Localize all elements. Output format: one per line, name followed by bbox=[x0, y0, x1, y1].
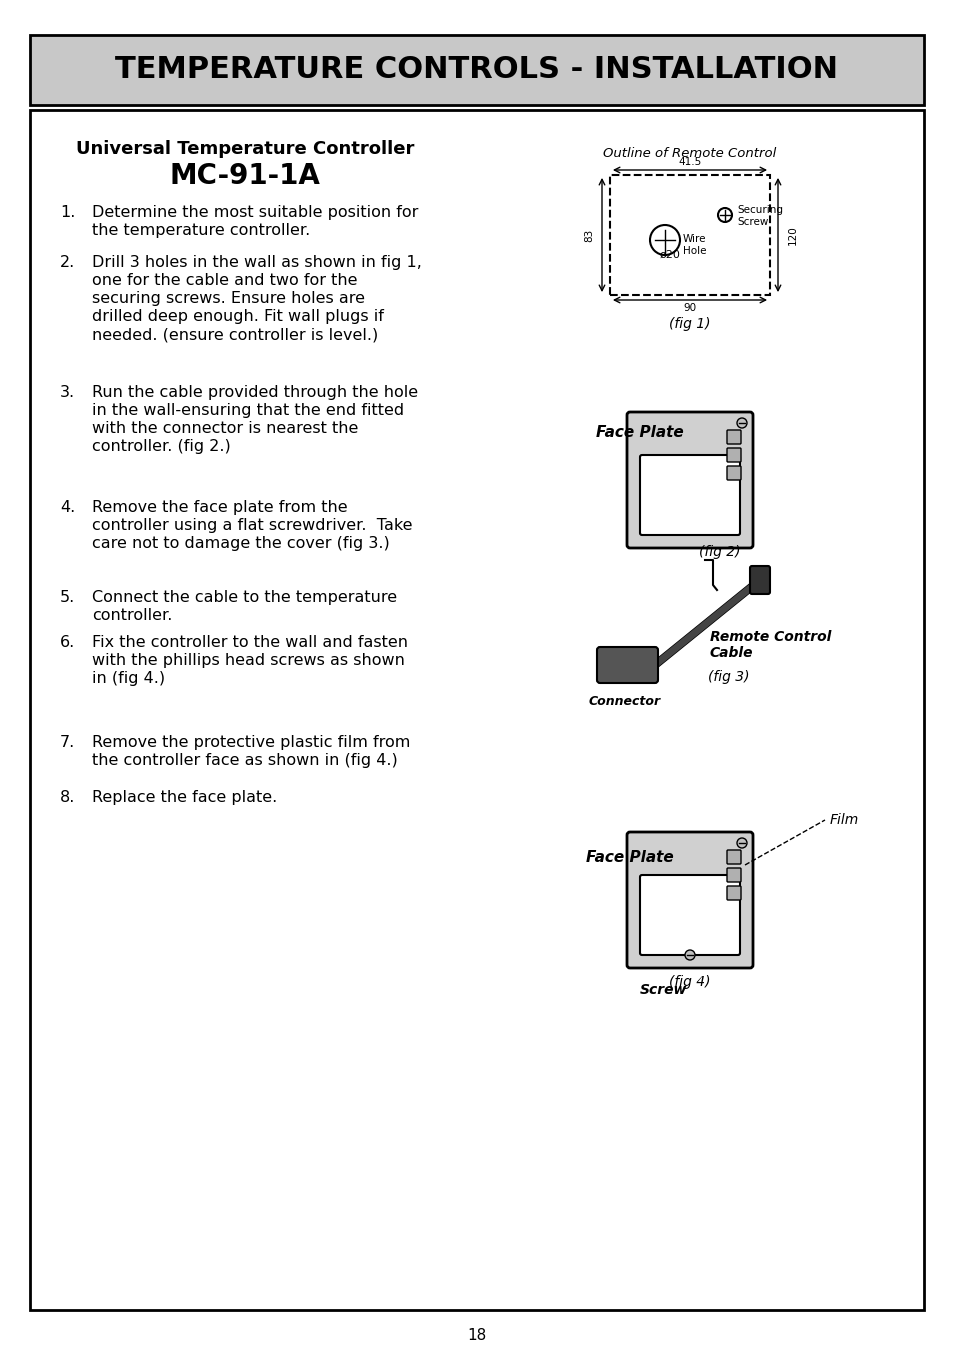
Text: 7.: 7. bbox=[60, 735, 75, 750]
FancyBboxPatch shape bbox=[726, 850, 740, 865]
Text: MC-91-1A: MC-91-1A bbox=[170, 162, 320, 190]
FancyBboxPatch shape bbox=[726, 430, 740, 444]
Text: Securing
Screw: Securing Screw bbox=[737, 205, 782, 227]
Bar bbox=[609, 176, 769, 295]
Text: 1.: 1. bbox=[60, 205, 75, 220]
Text: Remove the protective plastic film from: Remove the protective plastic film from bbox=[91, 735, 410, 750]
Text: Determine the most suitable position for: Determine the most suitable position for bbox=[91, 205, 418, 220]
Text: Outline of Remote Control: Outline of Remote Control bbox=[602, 147, 776, 159]
FancyBboxPatch shape bbox=[726, 867, 740, 882]
Text: controller. (fig 2.): controller. (fig 2.) bbox=[91, 439, 231, 454]
Circle shape bbox=[737, 417, 746, 428]
Text: 6.: 6. bbox=[60, 635, 75, 650]
FancyBboxPatch shape bbox=[726, 449, 740, 462]
FancyBboxPatch shape bbox=[626, 832, 752, 969]
Text: Universal Temperature Controller: Universal Temperature Controller bbox=[75, 141, 414, 158]
FancyBboxPatch shape bbox=[639, 875, 740, 955]
Text: TEMPERATURE CONTROLS - INSTALLATION: TEMPERATURE CONTROLS - INSTALLATION bbox=[115, 55, 838, 85]
Text: drilled deep enough. Fit wall plugs if: drilled deep enough. Fit wall plugs if bbox=[91, 309, 383, 324]
Text: with the connector is nearest the: with the connector is nearest the bbox=[91, 422, 358, 436]
Text: Remove the face plate from the: Remove the face plate from the bbox=[91, 500, 347, 515]
Text: (fig 3): (fig 3) bbox=[707, 670, 749, 684]
Bar bbox=[30, 109, 923, 1310]
Text: Face Plate: Face Plate bbox=[585, 850, 673, 865]
Text: Film: Film bbox=[829, 813, 859, 827]
Text: controller.: controller. bbox=[91, 608, 172, 623]
FancyBboxPatch shape bbox=[749, 566, 769, 594]
Text: Connector: Connector bbox=[588, 694, 660, 708]
Text: Screw: Screw bbox=[639, 984, 687, 997]
Text: 4.: 4. bbox=[60, 500, 75, 515]
Text: controller using a flat screwdriver.  Take: controller using a flat screwdriver. Tak… bbox=[91, 517, 412, 534]
FancyBboxPatch shape bbox=[597, 647, 658, 684]
Text: (fig 2): (fig 2) bbox=[699, 544, 740, 559]
Text: one for the cable and two for the: one for the cable and two for the bbox=[91, 273, 357, 288]
Text: Face Plate: Face Plate bbox=[596, 426, 683, 440]
Circle shape bbox=[684, 950, 695, 961]
Text: securing screws. Ensure holes are: securing screws. Ensure holes are bbox=[91, 290, 365, 305]
Text: (fig 1): (fig 1) bbox=[669, 317, 710, 331]
Text: Remote Control
Cable: Remote Control Cable bbox=[709, 630, 830, 661]
FancyBboxPatch shape bbox=[639, 455, 740, 535]
Text: with the phillips head screws as shown: with the phillips head screws as shown bbox=[91, 653, 404, 667]
Text: 3.: 3. bbox=[60, 385, 75, 400]
Text: Drill 3 holes in the wall as shown in fig 1,: Drill 3 holes in the wall as shown in fi… bbox=[91, 255, 421, 270]
Bar bbox=[30, 35, 923, 105]
FancyBboxPatch shape bbox=[726, 886, 740, 900]
Bar bbox=[30, 35, 923, 105]
Text: 41.5: 41.5 bbox=[678, 157, 700, 168]
Text: 5.: 5. bbox=[60, 590, 75, 605]
Text: 83: 83 bbox=[583, 228, 594, 242]
Text: the controller face as shown in (fig 4.): the controller face as shown in (fig 4.) bbox=[91, 753, 397, 767]
Text: Wire
Hole: Wire Hole bbox=[682, 234, 706, 255]
Text: Replace the face plate.: Replace the face plate. bbox=[91, 790, 277, 805]
Text: 8.: 8. bbox=[60, 790, 75, 805]
FancyBboxPatch shape bbox=[726, 466, 740, 480]
Text: (fig 4): (fig 4) bbox=[669, 975, 710, 989]
Text: Fix the controller to the wall and fasten: Fix the controller to the wall and faste… bbox=[91, 635, 408, 650]
Text: 120: 120 bbox=[787, 226, 797, 245]
Text: care not to damage the cover (fig 3.): care not to damage the cover (fig 3.) bbox=[91, 536, 390, 551]
FancyBboxPatch shape bbox=[626, 412, 752, 549]
Text: the temperature controller.: the temperature controller. bbox=[91, 223, 310, 238]
Text: in (fig 4.): in (fig 4.) bbox=[91, 671, 165, 686]
Text: Run the cable provided through the hole: Run the cable provided through the hole bbox=[91, 385, 417, 400]
Text: 90: 90 bbox=[682, 303, 696, 313]
Text: Connect the cable to the temperature: Connect the cable to the temperature bbox=[91, 590, 396, 605]
Text: needed. (ensure controller is level.): needed. (ensure controller is level.) bbox=[91, 327, 377, 342]
Text: 2.: 2. bbox=[60, 255, 75, 270]
Text: ø20: ø20 bbox=[659, 250, 679, 259]
Circle shape bbox=[737, 838, 746, 848]
Text: in the wall-ensuring that the end fitted: in the wall-ensuring that the end fitted bbox=[91, 403, 404, 417]
Text: 18: 18 bbox=[467, 1328, 486, 1343]
